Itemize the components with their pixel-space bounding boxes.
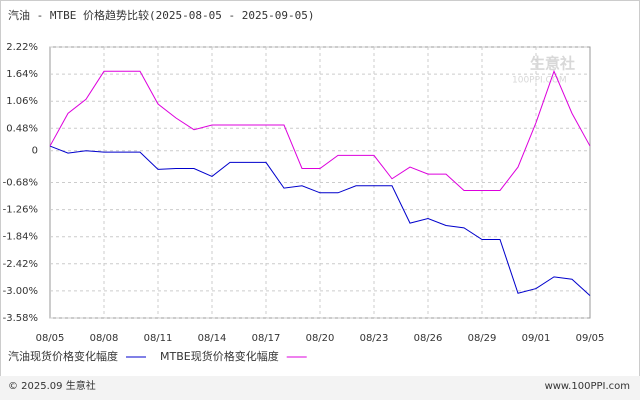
data-line	[49, 69, 591, 191]
x-tick-label: 08/08	[90, 333, 119, 344]
footer-copyright: © 2025.09 生意社	[8, 379, 96, 392]
x-tick-label: 08/17	[252, 333, 281, 344]
x-tick-label: 08/23	[360, 333, 389, 344]
y-tick-label: -3.00%	[3, 286, 38, 297]
legend-label: 汽油现货价格变化幅度	[8, 349, 118, 363]
watermark: 生意社	[530, 55, 575, 73]
x-tick-label: 08/29	[468, 333, 497, 344]
x-tick-label: 08/26	[414, 333, 443, 344]
x-tick-label: 09/05	[576, 333, 605, 344]
y-tick-label: -1.26%	[3, 205, 38, 216]
x-tick-label: 08/20	[306, 333, 335, 344]
y-tick-label: 2.22%	[6, 42, 38, 53]
y-tick-label: -1.84%	[3, 232, 38, 243]
footer-bar	[0, 376, 640, 400]
y-tick-label: -2.42%	[3, 259, 38, 270]
x-tick-label: 09/01	[522, 333, 551, 344]
y-tick-label: 0	[32, 146, 38, 157]
y-tick-label: -3.58%	[3, 313, 38, 324]
y-tick-label: 0.48%	[6, 123, 38, 134]
data-line	[49, 145, 591, 296]
x-tick-label: 08/11	[144, 333, 173, 344]
footer-site: www.100PPI.com	[545, 381, 630, 392]
x-tick-label: 08/05	[36, 333, 65, 344]
watermark: 100PPI.COM	[512, 76, 567, 86]
legend-label: MTBE现货价格变化幅度	[160, 349, 279, 363]
y-tick-label: -0.68%	[3, 178, 38, 189]
y-tick-label: 1.06%	[6, 96, 38, 107]
chart-title: 汽油 - MTBE 价格趋势比较(2025-08-05 - 2025-09-05…	[8, 8, 315, 22]
y-tick-label: 1.64%	[6, 69, 38, 80]
x-tick-label: 08/14	[198, 333, 227, 344]
